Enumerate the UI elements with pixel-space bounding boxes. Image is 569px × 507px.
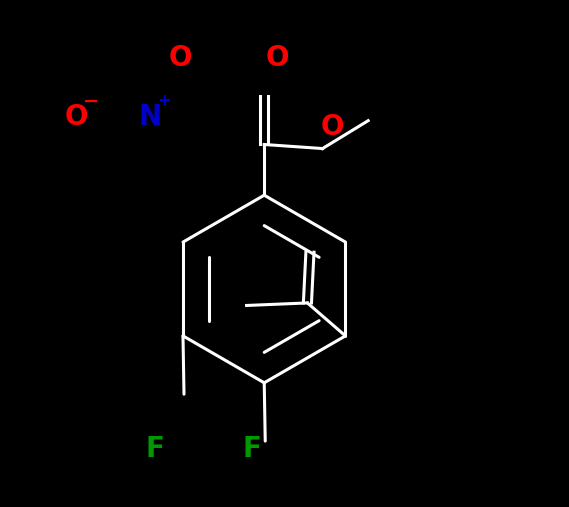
Text: O: O <box>321 113 344 141</box>
Text: F: F <box>146 434 164 463</box>
Text: O: O <box>265 44 288 73</box>
Text: +: + <box>158 92 171 111</box>
Text: O: O <box>169 44 192 73</box>
Text: N: N <box>139 102 162 131</box>
Text: −: − <box>83 92 99 111</box>
Text: F: F <box>242 434 261 463</box>
Text: O: O <box>65 102 88 131</box>
